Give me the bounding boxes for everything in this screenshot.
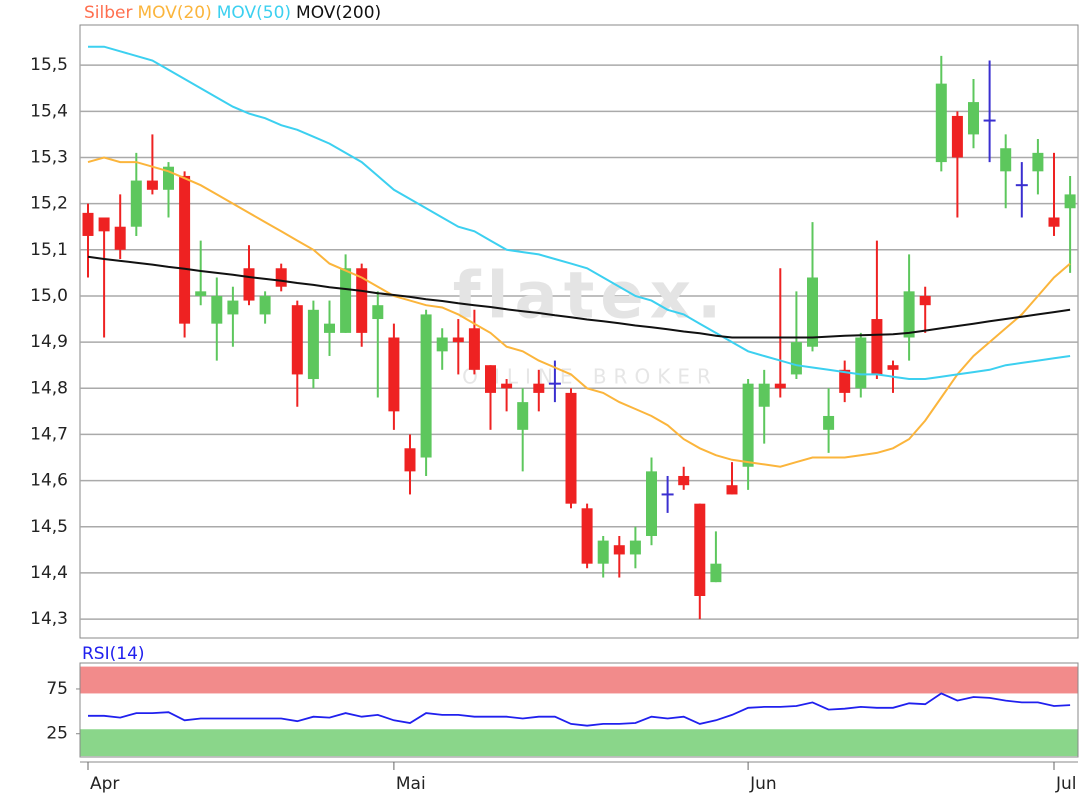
candle-body bbox=[436, 337, 448, 352]
candle-body bbox=[356, 268, 368, 333]
candle-body bbox=[823, 415, 835, 430]
candle-body bbox=[855, 337, 867, 389]
candle-body bbox=[903, 291, 915, 338]
candle-body bbox=[839, 369, 851, 393]
candle-body bbox=[146, 180, 158, 190]
plot-frame bbox=[79, 662, 1079, 758]
y-tick-label: 15,1 bbox=[30, 240, 68, 260]
candle-body bbox=[951, 115, 963, 158]
y-tick-label: 25 bbox=[46, 724, 68, 744]
candle-body bbox=[1048, 217, 1060, 227]
candle-body bbox=[98, 217, 110, 232]
band bbox=[80, 729, 1078, 757]
candle-body bbox=[646, 471, 657, 536]
candle-body bbox=[388, 337, 400, 412]
y-tick-label: 15,0 bbox=[30, 286, 68, 306]
candle-body bbox=[82, 212, 94, 236]
candle-body bbox=[678, 475, 690, 486]
candle-body bbox=[1064, 194, 1076, 209]
candle-body bbox=[404, 448, 416, 472]
legend-entry: MOV(20) bbox=[137, 3, 211, 23]
candle-body bbox=[517, 402, 529, 430]
candle-body bbox=[452, 337, 464, 343]
y-tick-label: 15,4 bbox=[30, 101, 68, 121]
watermark: ONLINE BROKER bbox=[462, 365, 718, 389]
legend-entry: MOV(50) bbox=[217, 3, 291, 23]
candle-body bbox=[468, 328, 480, 370]
y-tick-label: 14,4 bbox=[30, 563, 68, 583]
y-tick-label: 14,6 bbox=[30, 471, 68, 491]
x-tick-label: Jul bbox=[1055, 774, 1077, 794]
rsi-line bbox=[88, 692, 1071, 727]
y-tick-label: 14,8 bbox=[30, 378, 68, 398]
candle-body bbox=[742, 383, 754, 467]
candle-body bbox=[694, 503, 706, 596]
y-tick-label: 75 bbox=[46, 679, 68, 699]
candle-body bbox=[130, 180, 142, 227]
band bbox=[80, 666, 1078, 694]
candle-body bbox=[211, 295, 223, 324]
candle-body bbox=[227, 300, 239, 315]
legend-entry: MOV(200) bbox=[296, 3, 381, 23]
candle-body bbox=[774, 383, 786, 389]
legend-entry: Silber bbox=[84, 3, 132, 23]
candle-body bbox=[259, 295, 271, 315]
candle-body bbox=[935, 83, 947, 163]
candle-body bbox=[919, 295, 931, 306]
candle-body bbox=[275, 268, 287, 287]
candle-body bbox=[291, 305, 303, 375]
y-tick-label: 15,5 bbox=[30, 55, 68, 75]
candle-body bbox=[887, 365, 899, 370]
candle-body bbox=[968, 102, 979, 135]
candle-body bbox=[179, 175, 191, 324]
candle-body bbox=[163, 166, 174, 190]
y-tick-label: 14,5 bbox=[30, 517, 68, 537]
candle-body bbox=[710, 563, 722, 583]
x-tick-label: Apr bbox=[90, 774, 119, 794]
candle-body bbox=[597, 540, 609, 564]
candle-body bbox=[340, 268, 352, 333]
candle-body bbox=[243, 268, 255, 301]
candle-body bbox=[1000, 148, 1012, 172]
candle-body bbox=[114, 226, 126, 250]
candle-body bbox=[581, 508, 593, 564]
moving-average bbox=[87, 156, 1071, 468]
y-tick-label: 15,2 bbox=[30, 194, 68, 214]
candle-body bbox=[807, 277, 818, 347]
candle-body bbox=[613, 545, 625, 555]
x-tick-label: Mai bbox=[396, 774, 426, 794]
candle-body bbox=[871, 319, 883, 375]
watermark: flatex. bbox=[453, 260, 728, 334]
candle-body bbox=[372, 305, 384, 320]
y-tick-label: 14,9 bbox=[30, 332, 68, 352]
candle-body bbox=[1032, 152, 1044, 172]
candle-body bbox=[790, 342, 802, 375]
moving-average bbox=[88, 45, 1071, 380]
candle-body bbox=[324, 323, 335, 333]
candle-body bbox=[501, 383, 513, 389]
panel-label: RSI(14) bbox=[82, 644, 145, 664]
candle-body bbox=[420, 314, 432, 458]
candle-body bbox=[629, 540, 641, 555]
moving-average bbox=[87, 255, 1071, 339]
y-tick-label: 15,3 bbox=[30, 147, 68, 167]
x-tick-label: Jun bbox=[749, 774, 777, 794]
candle-body bbox=[758, 383, 770, 407]
candle-body bbox=[726, 485, 738, 495]
candle-body bbox=[533, 383, 545, 393]
candle-body bbox=[485, 365, 496, 393]
y-tick-label: 14,3 bbox=[30, 609, 68, 629]
candle-body bbox=[565, 392, 577, 504]
candle-body bbox=[307, 309, 319, 380]
y-tick-label: 14,7 bbox=[30, 424, 68, 444]
candle-body bbox=[195, 291, 207, 296]
